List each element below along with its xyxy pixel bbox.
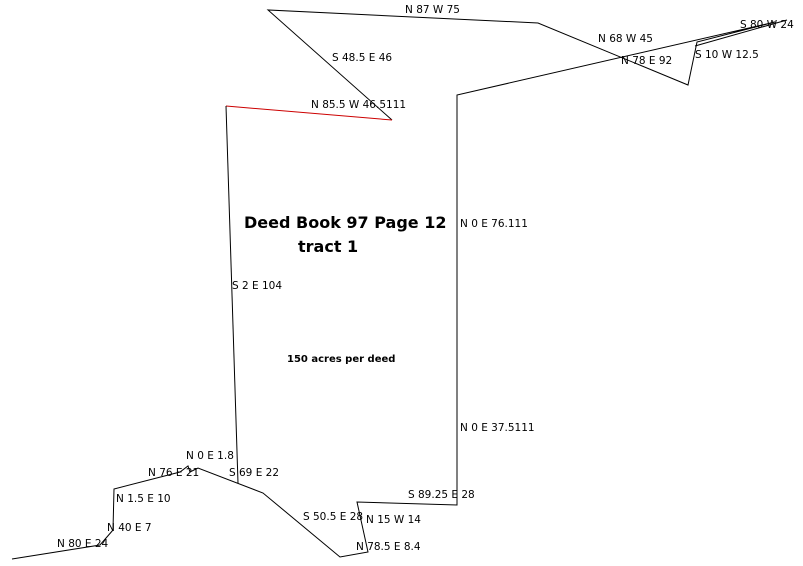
call-label: N 68 W 45 bbox=[598, 33, 653, 45]
call-label: N 40 E 7 bbox=[107, 522, 152, 534]
highlighted-call-line bbox=[225, 105, 393, 121]
call-label: S 80 W 24 bbox=[740, 19, 794, 31]
call-label: N 78.5 E 8.4 bbox=[356, 541, 421, 553]
call-label: N 76 E 21 bbox=[148, 467, 199, 479]
boundary-line-south bbox=[11, 9, 776, 560]
plat-subtitle: tract 1 bbox=[298, 237, 358, 256]
call-label: N 87 W 75 bbox=[405, 4, 460, 16]
call-label: S 48.5 E 46 bbox=[332, 52, 392, 64]
call-label: N 1.5 E 10 bbox=[116, 493, 171, 505]
call-label: N 85.5 W 46.5111 bbox=[311, 99, 406, 111]
call-label: S 89.25 E 28 bbox=[408, 489, 475, 501]
acreage-note: 150 acres per deed bbox=[287, 354, 395, 365]
call-label: N 78 E 92 bbox=[621, 55, 672, 67]
call-label: N 80 E 24 bbox=[57, 538, 109, 550]
boundary-line-west bbox=[225, 105, 239, 484]
boundary-line-s80w24 bbox=[694, 19, 788, 47]
call-label: N 0 E 1.8 bbox=[186, 450, 234, 462]
plat-title: Deed Book 97 Page 12 bbox=[244, 213, 446, 232]
call-label: N 0 E 76.111 bbox=[460, 218, 528, 230]
call-label: S 2 E 104 bbox=[232, 280, 282, 292]
call-label: S 10 W 12.5 bbox=[695, 49, 759, 61]
call-label: N 0 E 37.5111 bbox=[460, 422, 535, 434]
call-label: S 69 E 22 bbox=[229, 467, 279, 479]
call-label: S 50.5 E 28 bbox=[303, 511, 363, 523]
call-label: N 15 W 14 bbox=[366, 514, 421, 526]
